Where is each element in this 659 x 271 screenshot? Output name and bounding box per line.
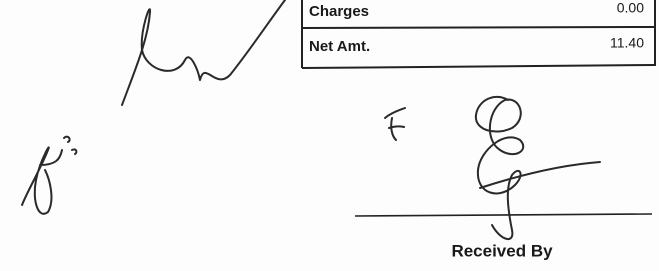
row-amount: 11.40 — [610, 35, 644, 51]
received-by-label: Received By — [451, 241, 553, 260]
row-divider — [302, 27, 655, 28]
row-label: Charges — [309, 3, 369, 20]
receipt: Charges 0.00 Net Amt. 11.40 Received By — [0, 0, 659, 271]
row-amount: 0.00 — [617, 0, 644, 16]
row-label: Net Amt. — [309, 38, 370, 55]
